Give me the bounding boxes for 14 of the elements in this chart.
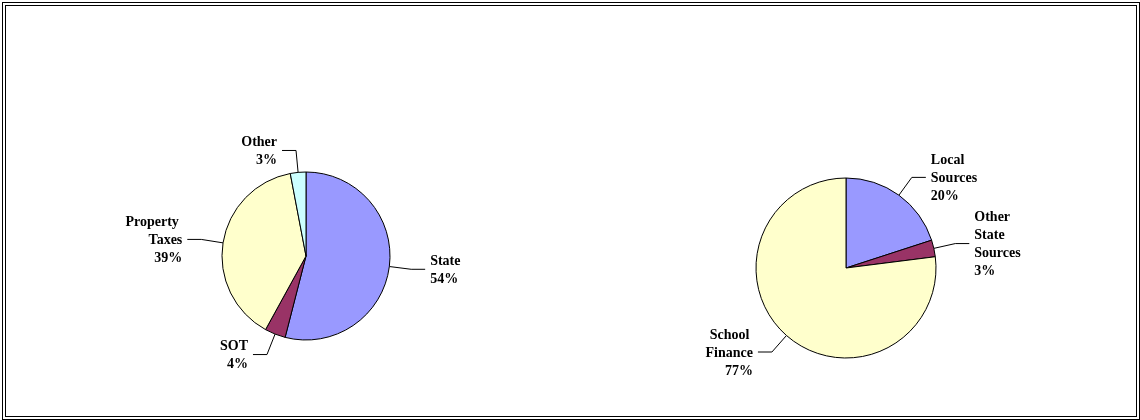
slice-label: Other State Sources (974, 209, 1022, 261)
slice-label: School Finance (705, 326, 753, 360)
slice-label: SOT (219, 338, 249, 354)
data-label: 4% (226, 356, 248, 372)
slice-label: Local Sources (930, 151, 978, 185)
data-label: 20% (930, 187, 959, 203)
data-label: 3% (974, 263, 996, 279)
slice-label: Other (241, 133, 278, 149)
slice-label: State (430, 252, 461, 268)
slice-label: Property Taxes (125, 213, 183, 247)
data-label: 3% (256, 151, 278, 167)
data-label: 39% (154, 249, 183, 265)
data-label: 54% (430, 270, 459, 286)
data-label: 77% (724, 362, 753, 378)
